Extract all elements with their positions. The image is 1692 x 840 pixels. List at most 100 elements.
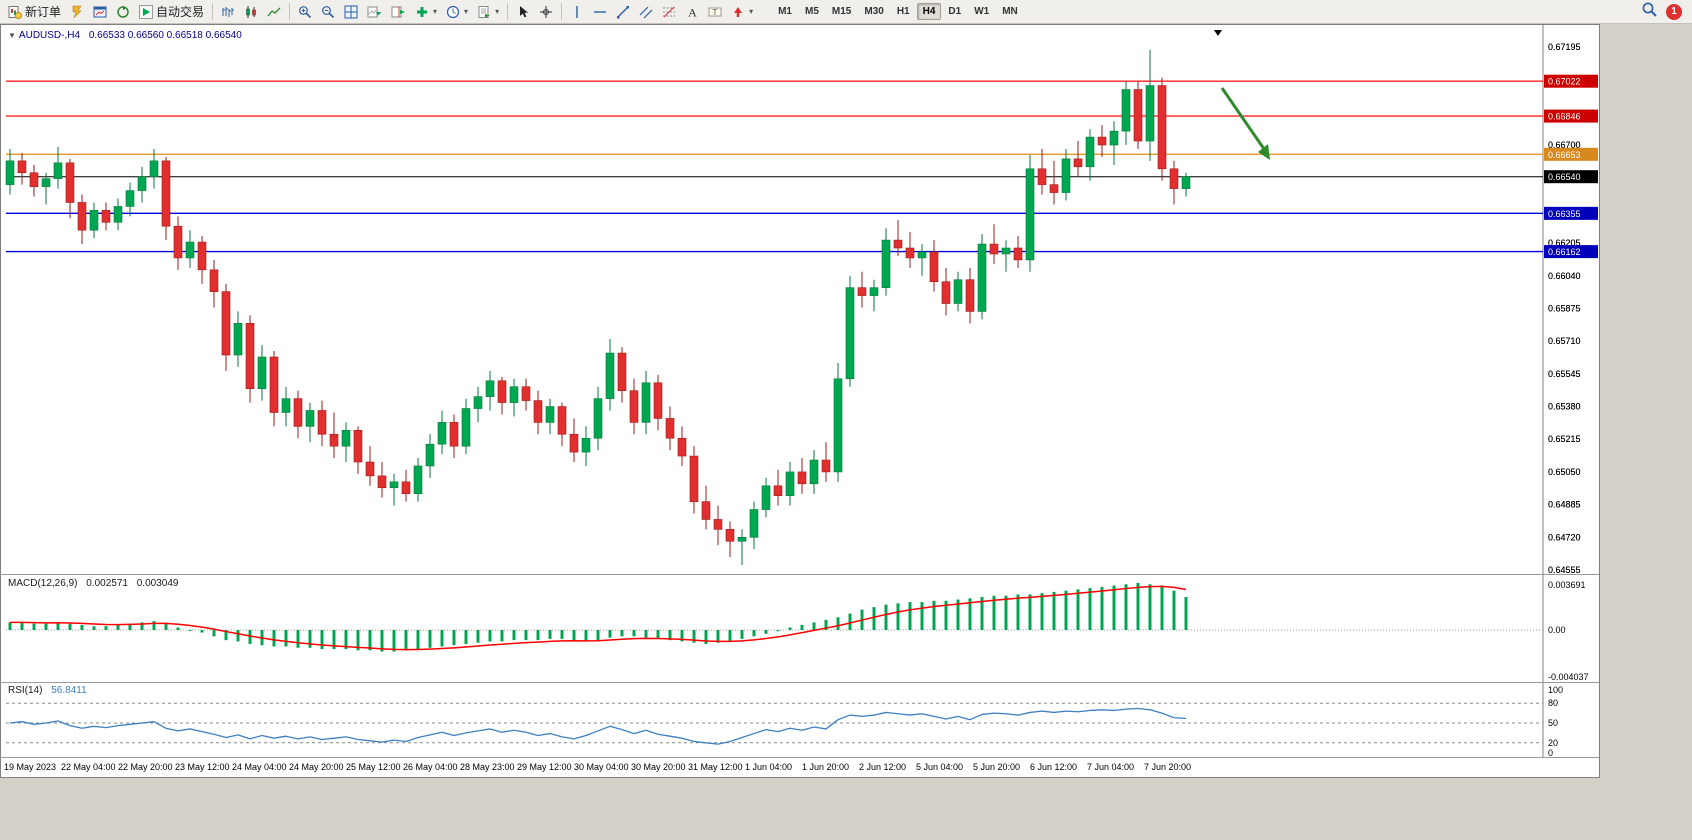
timeframe-h1[interactable]: H1 xyxy=(891,3,916,20)
notification-badge[interactable]: 1 xyxy=(1666,3,1682,20)
price-chart[interactable]: 0.67195 0.66700 0.66205 0.66040 0.65875 0.657… xyxy=(0,24,1600,778)
svg-text:22 May 04:00: 22 May 04:00 xyxy=(61,762,116,772)
vertical-line-icon xyxy=(570,5,584,19)
fibonacci-button[interactable] xyxy=(658,2,680,22)
symbol-ohlc: 0.66533 0.66560 0.66518 0.66540 xyxy=(88,30,242,41)
price-badge xyxy=(1544,147,1598,161)
svg-text:0.66205: 0.66205 xyxy=(1548,238,1581,248)
svg-text:0.66846: 0.66846 xyxy=(1548,112,1581,122)
chart-shift-marker[interactable] xyxy=(1214,30,1222,36)
autotrade-play-icon xyxy=(139,4,154,19)
one-click-trading-button[interactable] xyxy=(66,2,88,22)
arrows-button[interactable]: ▾ xyxy=(727,2,757,22)
symbol-dropdown-icon[interactable]: ▼ xyxy=(8,31,16,40)
rsi-header: RSI(14) 56.8411 xyxy=(8,685,87,696)
svg-text:28 May 23:00: 28 May 23:00 xyxy=(460,762,515,772)
svg-text:31 May 12:00: 31 May 12:00 xyxy=(688,762,743,772)
chevron-down-icon: ▾ xyxy=(433,7,438,16)
bar-chart-button[interactable] xyxy=(217,2,239,22)
search-icon[interactable] xyxy=(1641,1,1658,23)
refresh-button[interactable] xyxy=(112,2,134,22)
svg-text:0.00: 0.00 xyxy=(1548,625,1566,635)
svg-text:0.65215: 0.65215 xyxy=(1548,434,1581,444)
cursor-button[interactable] xyxy=(512,2,534,22)
trendline-button[interactable] xyxy=(612,2,634,22)
svg-text:0.65380: 0.65380 xyxy=(1548,402,1581,412)
svg-text:-0.004037: -0.004037 xyxy=(1548,672,1589,682)
svg-text:30 May 04:00: 30 May 04:00 xyxy=(574,762,629,772)
svg-text:0.64885: 0.64885 xyxy=(1548,500,1581,510)
chart-shift-button[interactable] xyxy=(387,2,410,22)
text-button[interactable]: A xyxy=(681,2,703,22)
toolbar-separator xyxy=(289,3,291,20)
bottom-strip xyxy=(0,778,1600,840)
price-badge xyxy=(1544,206,1598,220)
macd-signal-value: 0.003049 xyxy=(136,578,179,589)
auto-scroll-button[interactable] xyxy=(363,2,386,22)
new-order-icon xyxy=(8,5,22,19)
period-button[interactable]: ▾ xyxy=(442,2,472,22)
svg-text:1 Jun 20:00: 1 Jun 20:00 xyxy=(802,762,849,772)
svg-text:30 May 20:00: 30 May 20:00 xyxy=(631,762,686,772)
svg-text:0.65545: 0.65545 xyxy=(1548,369,1581,379)
crosshair-button[interactable] xyxy=(535,2,557,22)
svg-text:24 May 20:00: 24 May 20:00 xyxy=(289,762,344,772)
trend-arrow[interactable] xyxy=(1220,87,1270,160)
macd-signal-line xyxy=(10,585,1187,651)
open-chart-button[interactable] xyxy=(89,2,111,22)
svg-text:5 Jun 20:00: 5 Jun 20:00 xyxy=(973,762,1020,772)
svg-text:5 Jun 04:00: 5 Jun 04:00 xyxy=(916,762,963,772)
svg-text:0.66162: 0.66162 xyxy=(1548,247,1581,257)
zoom-in-button[interactable] xyxy=(294,2,316,22)
text-label-button[interactable]: T xyxy=(704,2,726,22)
zoom-in-icon xyxy=(298,5,312,19)
add-indicator-button[interactable]: ▾ xyxy=(411,2,441,22)
fibonacci-icon xyxy=(662,5,676,19)
svg-text:0.65875: 0.65875 xyxy=(1548,303,1581,313)
candlestick-icon xyxy=(244,5,258,19)
svg-text:0.65050: 0.65050 xyxy=(1548,467,1581,477)
autotrade-label: 自动交易 xyxy=(156,5,205,19)
arrows-icon xyxy=(731,5,745,19)
svg-text:0.66040: 0.66040 xyxy=(1548,271,1581,281)
timeframe-d1[interactable]: D1 xyxy=(942,3,967,20)
zoom-out-icon xyxy=(321,5,335,19)
svg-text:0.66040: 0.66040 xyxy=(1548,271,1581,281)
line-chart-icon xyxy=(267,5,281,19)
new-order-button[interactable]: 新订单 xyxy=(4,2,65,22)
timeframe-mn[interactable]: MN xyxy=(996,3,1024,20)
timeframe-m1[interactable]: M1 xyxy=(772,3,798,20)
timeframe-w1[interactable]: W1 xyxy=(968,3,995,20)
svg-text:0: 0 xyxy=(1548,748,1553,758)
rsi-line xyxy=(9,707,1187,745)
templates-button[interactable]: ▾ xyxy=(473,2,503,22)
svg-text:0.67022: 0.67022 xyxy=(1548,77,1581,87)
timeframe-m30[interactable]: M30 xyxy=(858,3,889,20)
channel-button[interactable] xyxy=(635,2,657,22)
price-axis[interactable]: 0.67195 0.66700 0.66205 0.66040 0.65875 0.657… xyxy=(1548,42,1581,575)
svg-text:0.67195: 0.67195 xyxy=(1548,42,1581,52)
horizontal-line-button[interactable] xyxy=(589,2,611,22)
rsi-value: 56.8411 xyxy=(51,685,87,696)
chevron-down-icon: ▾ xyxy=(464,7,469,16)
zoom-out-button[interactable] xyxy=(317,2,339,22)
autotrade-button[interactable]: 自动交易 xyxy=(135,2,208,22)
tile-windows-button[interactable] xyxy=(340,2,362,22)
time-axis[interactable]: 19 May 2023 22 May 04:00 22 May 20:00 23 Ma… xyxy=(4,762,1191,772)
line-chart-button[interactable] xyxy=(263,2,285,22)
svg-text:2 Jun 12:00: 2 Jun 12:00 xyxy=(859,762,906,772)
timeframe-m15[interactable]: M15 xyxy=(826,3,857,20)
timeframe-h4[interactable]: H4 xyxy=(916,3,942,20)
svg-text:0.65545: 0.65545 xyxy=(1548,369,1581,379)
vertical-line-button[interactable] xyxy=(566,2,588,22)
symbol-name: AUDUSD-,H4 xyxy=(18,30,81,41)
candlestick-chart-button[interactable] xyxy=(240,2,262,22)
tile-windows-icon xyxy=(344,5,358,19)
refresh-icon xyxy=(116,5,130,19)
chevron-down-icon: ▾ xyxy=(749,7,754,16)
timeframe-m5[interactable]: M5 xyxy=(799,3,825,20)
svg-text:0.65710: 0.65710 xyxy=(1548,336,1581,346)
toolbar-separator xyxy=(561,3,563,20)
svg-text:0.64720: 0.64720 xyxy=(1548,532,1581,542)
svg-text:0.66700: 0.66700 xyxy=(1548,140,1581,150)
